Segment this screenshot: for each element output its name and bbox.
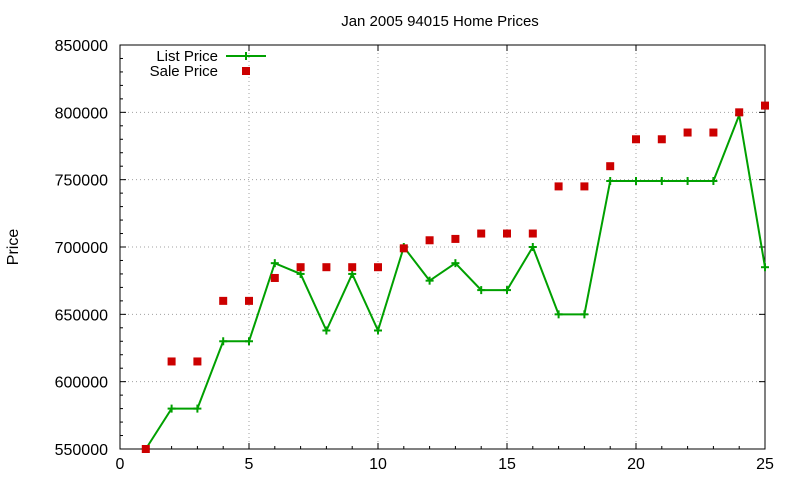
list-price-point [374, 326, 382, 335]
legend-marks [226, 52, 266, 75]
list-price-point [632, 177, 640, 186]
sale-price-point [735, 108, 744, 117]
y-tick-label: 700000 [55, 240, 108, 257]
list-price-point [657, 177, 666, 186]
sale-price-point [270, 273, 279, 282]
sale-price-point [528, 229, 537, 238]
sale-price-point [141, 445, 150, 453]
sale-price-point [167, 357, 176, 366]
list-price-point [528, 243, 537, 251]
list-price-point [580, 310, 589, 319]
list-price-point [554, 310, 563, 319]
legend-point-list-price [242, 52, 250, 60]
x-tick-label: 5 [245, 456, 254, 473]
sale-price-point [193, 357, 202, 366]
sale-price-point [399, 244, 408, 253]
sale-price-point [348, 263, 357, 272]
sale-price-point [477, 229, 486, 238]
y-tick-label: 550000 [55, 442, 108, 459]
sale-price-point [580, 182, 589, 191]
list-price-point [245, 337, 253, 346]
sale-price-point [657, 135, 666, 144]
legend: List Price Sale Price [150, 48, 266, 80]
list-price-point [709, 177, 718, 186]
y-tick-label: 650000 [55, 307, 108, 324]
list-price-point [322, 326, 331, 335]
list-price-point [193, 404, 202, 413]
y-tick-label: 750000 [55, 173, 108, 190]
x-tick-label: 15 [498, 456, 516, 473]
sale-price-point [296, 263, 305, 272]
y-tick-label: 850000 [55, 38, 108, 55]
x-tick-label: 0 [116, 456, 125, 473]
sale-price-point [709, 128, 718, 137]
list-price-point [167, 404, 176, 413]
list-price-point [503, 286, 511, 295]
y-axis-label: Price [5, 229, 22, 266]
sale-price-point [245, 296, 253, 305]
sale-price-point [451, 234, 460, 243]
x-tick-label: 10 [369, 456, 387, 473]
list-price-point [683, 177, 692, 186]
list-price-point [219, 337, 228, 346]
list-price-point [761, 263, 769, 272]
chart-title: Jan 2005 94015 Home Prices [341, 13, 539, 30]
legend-label-list-price: List Price [156, 48, 218, 65]
x-tick-label: 25 [756, 456, 774, 473]
series [141, 101, 769, 453]
legend-label-sale-price: Sale Price [150, 63, 218, 80]
sale-price-point [761, 101, 769, 110]
sale-price-point [374, 263, 382, 272]
y-tick-label: 600000 [55, 375, 108, 392]
list-price-line [144, 111, 766, 450]
list-price-point [606, 177, 615, 186]
legend-point-sale-price [242, 67, 250, 75]
list-price-point [270, 259, 279, 268]
sale-price-point [425, 236, 434, 245]
list-price-point [425, 276, 434, 285]
axis-ticks: 0 5 10 15 20 25 550000 600000 650000 700000 750000… [55, 38, 774, 473]
sale-price-point [554, 182, 563, 191]
sale-price-point [683, 128, 692, 137]
sale-price-point [503, 229, 511, 238]
y-tick-label: 800000 [55, 105, 108, 122]
list-price-point [296, 269, 305, 278]
sale-price-point [219, 296, 228, 305]
sale-price-point [606, 162, 615, 171]
list-price-point [451, 259, 460, 268]
list-price-point [477, 286, 486, 295]
sale-price-point [322, 263, 331, 272]
sale-price-point [632, 135, 640, 144]
x-tick-label: 20 [627, 456, 645, 473]
grid [120, 45, 765, 449]
list-price-point [348, 269, 357, 278]
